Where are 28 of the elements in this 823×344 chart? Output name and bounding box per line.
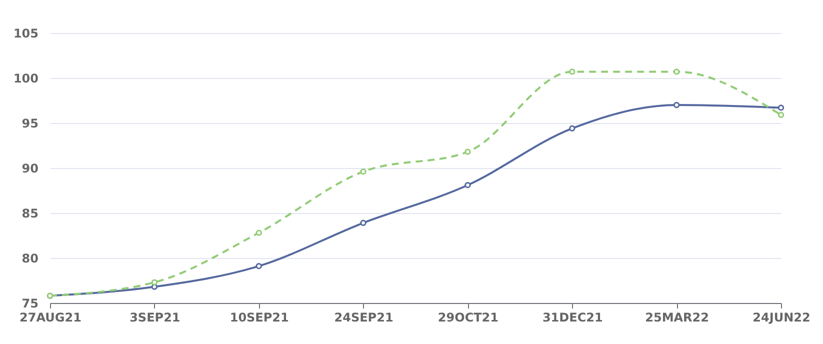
x-tick-label: 24SEP21: [334, 310, 394, 324]
y-tick-label: 90: [22, 162, 38, 176]
point: [673, 102, 680, 108]
x-tick-label: 3SEP21: [130, 310, 180, 324]
point: [673, 68, 680, 75]
point: [360, 168, 366, 175]
point: [256, 230, 262, 236]
x-tick-label: 29OCT21: [438, 310, 499, 324]
x-tick-label: 27AUG21: [20, 310, 82, 324]
point: [464, 148, 471, 155]
x-tick-label: 10SEP21: [230, 310, 289, 324]
point: [569, 125, 576, 132]
y-tick-label: 95: [22, 116, 38, 130]
point: [256, 263, 262, 270]
x-tick-label: 24JUN22: [752, 310, 810, 324]
point: [569, 68, 576, 75]
point: [464, 182, 471, 188]
x-tick-label: 31DEC21: [542, 310, 603, 324]
y-tick-label: 100: [13, 72, 38, 86]
point: [778, 112, 784, 118]
point: [151, 279, 158, 286]
y-tick-label: 85: [22, 206, 38, 220]
y-tick-label: 75: [22, 296, 38, 310]
x-tick-label: 25MAR22: [645, 310, 710, 324]
y-tick-label: 80: [22, 252, 38, 266]
point: [778, 104, 784, 111]
point: [360, 220, 366, 226]
y-tick-label: 105: [13, 26, 38, 40]
